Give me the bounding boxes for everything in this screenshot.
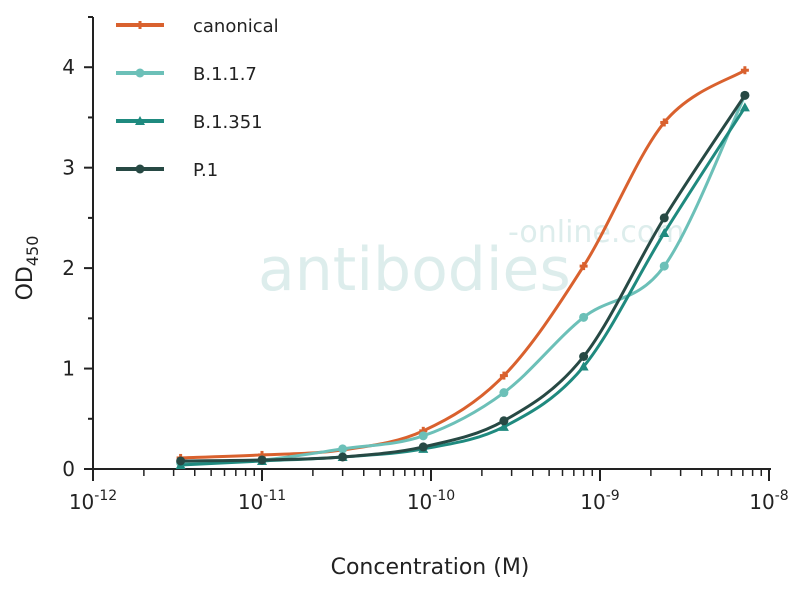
data-point-b-1-1-7: [418, 431, 428, 441]
series-line-canonical: [180, 68, 746, 460]
data-point-b-1-351: [498, 421, 509, 431]
legend-item-p-1: P.1: [116, 160, 218, 181]
data-point-p-1: [257, 455, 267, 465]
data-point-b-1-351: [739, 102, 750, 112]
y-tick-label: 1: [62, 357, 75, 381]
x-axis-title: Concentration (M): [331, 555, 530, 580]
data-point-canonical: [579, 262, 588, 271]
legend-item-canonical: canonical: [116, 16, 279, 37]
data-point-canonical: [499, 371, 508, 380]
data-point-p-1: [176, 456, 186, 466]
watermark-main: antibodies: [258, 235, 571, 305]
legend-item-b-1-1-7: B.1.1.7: [116, 64, 257, 85]
y-axis-title-main: OD: [13, 266, 38, 300]
y-tick-label: 0: [62, 457, 75, 481]
axes: [84, 16, 771, 481]
series-p-1: [176, 90, 750, 466]
y-tick-label: 2: [62, 256, 75, 280]
data-point-b-1-351: [578, 361, 589, 371]
data-point-p-1: [579, 352, 589, 362]
legend-label: B.1.351: [193, 112, 263, 133]
x-tick-label: 10-8: [749, 488, 788, 514]
x-tick-label: 10-10: [407, 488, 455, 514]
legend-label: B.1.1.7: [193, 64, 257, 85]
data-point-b-1-351: [659, 227, 670, 237]
legend-label: P.1: [193, 160, 218, 181]
data-point-p-1: [659, 213, 669, 223]
legend-marker: [136, 21, 144, 29]
legend: canonical B.1.1.7 B.1.351 P.1: [116, 16, 279, 181]
data-point-b-1-1-7: [579, 312, 589, 322]
data-point-canonical: [740, 66, 749, 75]
y-tick-label: 4: [62, 55, 75, 79]
legend-marker: [135, 68, 145, 78]
data-point-b-1-1-7: [499, 388, 509, 398]
legend-item-b-1-351: B.1.351: [116, 112, 263, 133]
legend-marker: [135, 116, 145, 125]
data-point-p-1: [499, 416, 509, 426]
y-tick-label: 3: [62, 156, 75, 180]
data-point-canonical: [660, 118, 669, 127]
legend-label: canonical: [193, 16, 279, 37]
watermark: antibodies -online.com: [258, 215, 685, 305]
x-tick-label: 10-9: [580, 488, 619, 514]
data-point-p-1: [740, 90, 750, 100]
legend-marker: [135, 164, 145, 174]
series-group: [175, 66, 750, 469]
y-axis-title-subscript: 450: [23, 236, 42, 267]
y-axis-title: OD450: [13, 236, 42, 301]
data-point-b-1-1-7: [659, 261, 669, 271]
data-point-p-1: [418, 442, 428, 452]
x-tick-label: 10-12: [69, 488, 117, 514]
x-tick-label: 10-11: [238, 488, 286, 514]
tick-labels: 0 1 2 3 4 10-12 10-11 10-10 10-9 10-8: [62, 55, 788, 514]
data-point-b-1-1-7: [338, 444, 348, 454]
data-point-p-1: [338, 452, 348, 462]
